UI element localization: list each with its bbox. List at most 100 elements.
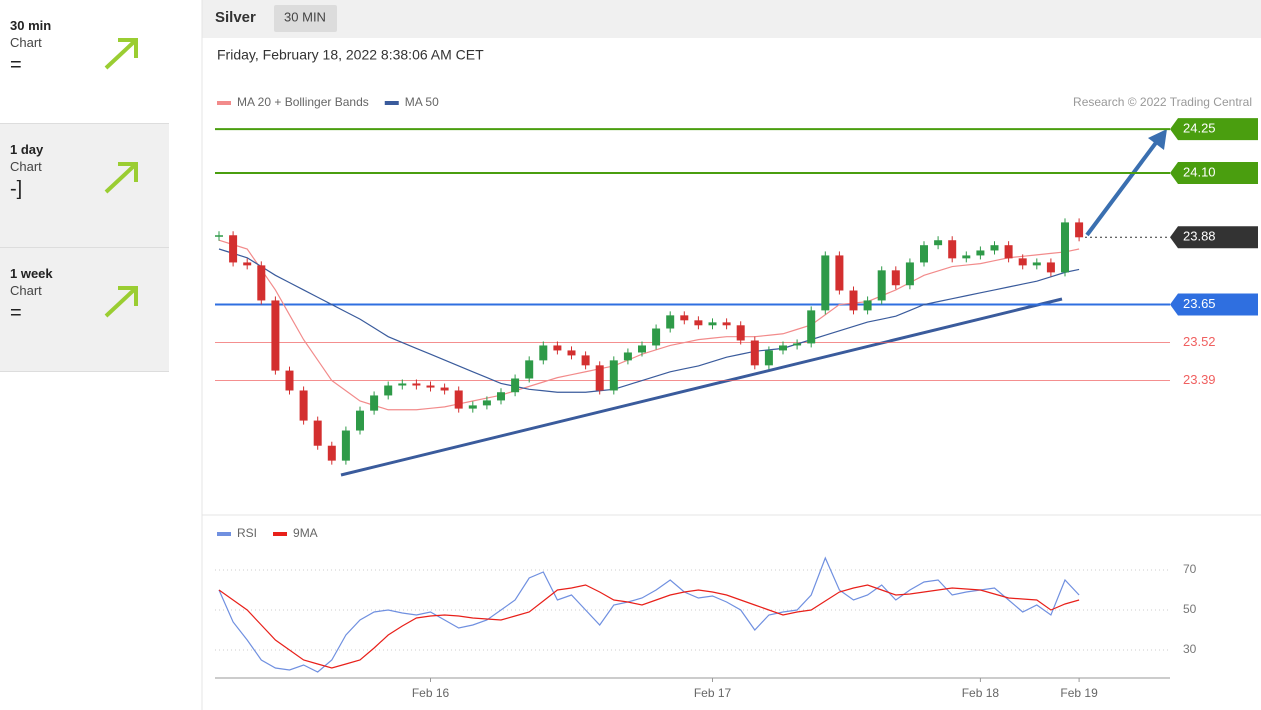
signal: =	[10, 54, 22, 76]
candle	[652, 328, 661, 346]
card-label: Chart	[10, 35, 42, 50]
candle	[1046, 262, 1055, 273]
candle	[341, 430, 350, 461]
candle	[680, 315, 689, 321]
candle	[849, 290, 858, 311]
trend-arrow-icon	[104, 162, 138, 194]
candle	[694, 320, 703, 326]
candle	[454, 390, 463, 409]
candle	[736, 325, 745, 341]
sidebar: 30 min Chart = 1 day Chart -] 1 week Cha…	[0, 0, 169, 372]
level-label: 24.25	[1183, 121, 1216, 136]
legend-label: RSI	[237, 526, 257, 540]
card-label: Chart	[10, 283, 42, 298]
legend-swatch	[217, 101, 231, 105]
candle	[327, 445, 336, 461]
candle	[793, 343, 802, 346]
candle	[426, 385, 435, 388]
signal-card[interactable]: 30 min Chart =	[0, 0, 169, 124]
candle	[708, 322, 717, 326]
timestamp: Friday, February 18, 2022 8:38:06 AM CET	[217, 47, 484, 63]
signal-card[interactable]: 1 day Chart -]	[0, 124, 169, 248]
forecast-arrow-head	[1148, 129, 1167, 150]
legend-label: MA 50	[405, 95, 439, 109]
signal: =	[10, 302, 22, 324]
legend-label: MA 20 + Bollinger Bands	[237, 95, 369, 109]
level-label: 24.10	[1183, 164, 1216, 179]
candle	[779, 345, 787, 351]
candle	[468, 405, 477, 409]
candle	[976, 250, 985, 256]
candle	[384, 385, 393, 396]
candle	[412, 383, 421, 386]
candle	[553, 345, 562, 351]
candle	[595, 365, 604, 391]
timeframe: 30 MIN	[284, 9, 326, 24]
timeframe-button[interactable]	[274, 5, 337, 32]
candle	[525, 360, 534, 379]
candle	[271, 300, 280, 371]
candle	[285, 370, 294, 391]
series-line	[218, 248, 1080, 393]
candle	[581, 355, 590, 366]
series-line	[218, 584, 1080, 669]
candle	[821, 255, 830, 311]
candle	[962, 255, 971, 259]
y-tick-label: 50	[1183, 602, 1197, 616]
candle	[1061, 222, 1069, 273]
credit: Research © 2022 Trading Central	[1073, 95, 1252, 109]
level-tag	[1170, 162, 1258, 184]
header-bar	[202, 0, 1261, 38]
candle	[511, 378, 520, 393]
candle	[638, 345, 646, 353]
candle	[948, 240, 957, 259]
x-tick-label: Feb 17	[694, 686, 732, 700]
candle	[905, 262, 914, 286]
level-label: 23.65	[1183, 296, 1216, 311]
period: 1 week	[10, 266, 53, 281]
candle	[370, 395, 379, 411]
level-tag	[1170, 118, 1258, 141]
candle	[243, 262, 252, 266]
candle	[440, 387, 449, 391]
signal-card[interactable]: 1 week Chart =	[0, 248, 169, 372]
candle	[299, 390, 308, 421]
series-line	[218, 239, 1080, 411]
candle	[623, 352, 632, 361]
candle	[609, 360, 618, 391]
trend-arrow-icon	[104, 286, 138, 318]
candle	[1032, 262, 1041, 266]
level-label: 23.52	[1183, 334, 1216, 349]
candle	[497, 392, 505, 401]
candle	[356, 410, 364, 431]
level-label: 23.39	[1183, 372, 1216, 387]
legend-swatch	[217, 532, 231, 536]
x-tick-label: Feb 18	[962, 686, 1000, 700]
candle	[934, 240, 943, 246]
candle	[722, 322, 731, 326]
level-tag	[1170, 226, 1258, 249]
candle	[1075, 222, 1084, 238]
candle	[567, 350, 576, 356]
trend-arrow-icon	[104, 38, 138, 70]
candle	[764, 350, 773, 366]
candle	[877, 270, 886, 301]
candle	[990, 245, 999, 251]
candle	[398, 383, 407, 386]
card-label: Chart	[10, 159, 42, 174]
candle	[1004, 245, 1013, 259]
candle	[863, 300, 872, 311]
y-tick-label: 70	[1183, 562, 1197, 576]
forecast-arrow	[1085, 138, 1160, 237]
legend-label: 9MA	[293, 526, 318, 540]
y-tick-label: 30	[1183, 642, 1197, 656]
x-tick-label: Feb 19	[1060, 686, 1098, 700]
candle	[807, 310, 816, 344]
candle	[482, 400, 491, 406]
candle	[835, 255, 844, 291]
candle	[750, 340, 759, 366]
trend-line	[340, 297, 1063, 477]
series-line	[218, 556, 1080, 673]
